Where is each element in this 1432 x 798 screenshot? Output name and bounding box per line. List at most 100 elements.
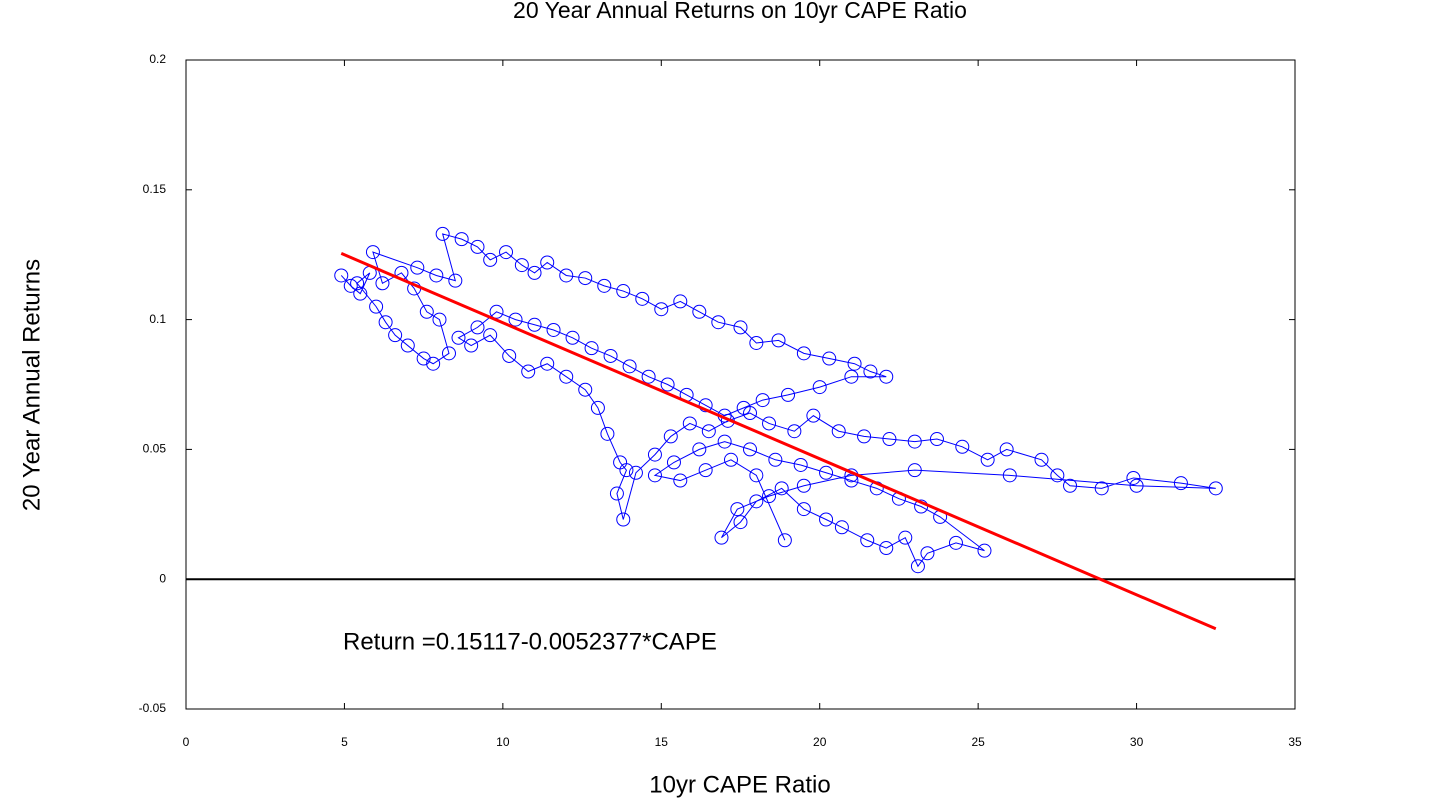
data-point (666, 455, 681, 470)
data-point (432, 312, 447, 327)
data-point (514, 258, 529, 273)
data-point (907, 463, 922, 478)
x-tick-label: 5 (341, 735, 348, 749)
x-tick-label: 15 (655, 735, 669, 749)
data-point (378, 315, 393, 330)
data-point (502, 348, 517, 363)
data-point (527, 317, 542, 332)
data-point (489, 304, 504, 319)
data-point (692, 442, 707, 457)
data-point (600, 426, 615, 441)
data-point (663, 429, 678, 444)
data-point (879, 541, 894, 556)
chart-title: 20 Year Annual Returns on 10yr CAPE Rati… (513, 0, 967, 23)
data-point (787, 424, 802, 439)
data-point (647, 447, 662, 462)
data-point (448, 273, 463, 288)
data-point (860, 533, 875, 548)
data-point (540, 255, 555, 270)
data-point (819, 512, 834, 527)
y-tick-label: 0.15 (143, 182, 167, 196)
fit-line (340, 252, 1217, 631)
data-point (834, 520, 849, 535)
x-tick-label: 30 (1130, 735, 1144, 749)
data-point (559, 268, 574, 283)
data-point (584, 341, 599, 356)
data-point (578, 382, 593, 397)
data-point (419, 304, 434, 319)
data-point (831, 424, 846, 439)
data-point (603, 348, 618, 363)
data-point (590, 400, 605, 415)
data-point (920, 546, 935, 561)
x-tick-label: 20 (813, 735, 827, 749)
data-point (743, 442, 758, 457)
x-tick-label: 35 (1288, 735, 1302, 749)
data-point (441, 346, 456, 361)
data-point (777, 533, 792, 548)
data-point (470, 320, 485, 335)
data-point (907, 434, 922, 449)
data-point (882, 432, 897, 447)
data-point (762, 489, 777, 504)
y-tick-label: -0.05 (139, 701, 167, 715)
data-point (365, 245, 380, 260)
data-point (483, 252, 498, 267)
data-point (774, 481, 789, 496)
data-point (948, 535, 963, 550)
data-point (641, 369, 656, 384)
data-point (470, 239, 485, 254)
data-point (343, 278, 358, 293)
data-point (334, 268, 349, 283)
data-point (426, 356, 441, 371)
data-point (454, 232, 469, 247)
data-point (819, 465, 834, 480)
data-point (730, 502, 745, 517)
y-tick-label: 0.1 (149, 312, 166, 326)
data-point (559, 369, 574, 384)
data-point (743, 406, 758, 421)
data-point (616, 284, 631, 299)
data-point (879, 369, 894, 384)
data-point (771, 333, 786, 348)
x-tick-label: 0 (183, 735, 190, 749)
data-point (527, 265, 542, 280)
data-point (353, 286, 368, 301)
data-point (1129, 478, 1144, 493)
data-point (619, 463, 634, 478)
data-point (762, 416, 777, 431)
data-point (749, 335, 764, 350)
data-point (768, 452, 783, 467)
data-point (1034, 452, 1049, 467)
data-point (521, 364, 536, 379)
annotation: Return =0.15117-0.0052377*CAPE (343, 628, 717, 655)
data-point (578, 271, 593, 286)
data-point (863, 364, 878, 379)
data-point (698, 463, 713, 478)
data-point (749, 494, 764, 509)
data-point (723, 452, 738, 467)
data-point (898, 530, 913, 545)
data-point (647, 468, 662, 483)
data-point (635, 291, 650, 306)
data-point (733, 515, 748, 530)
data-point (483, 328, 498, 343)
data-point (416, 351, 431, 366)
data-point (628, 465, 643, 480)
data-point (755, 393, 770, 408)
data-point (400, 338, 415, 353)
data-point (977, 543, 992, 558)
data-point (375, 276, 390, 291)
data-point (806, 408, 821, 423)
data-point (1094, 481, 1109, 496)
data-point (609, 486, 624, 501)
data-point (1173, 476, 1188, 491)
data-point (429, 268, 444, 283)
data-point (796, 478, 811, 493)
x-tick-label: 10 (496, 735, 510, 749)
data-point (597, 278, 612, 293)
data-point (844, 369, 859, 384)
data-point (350, 276, 365, 291)
